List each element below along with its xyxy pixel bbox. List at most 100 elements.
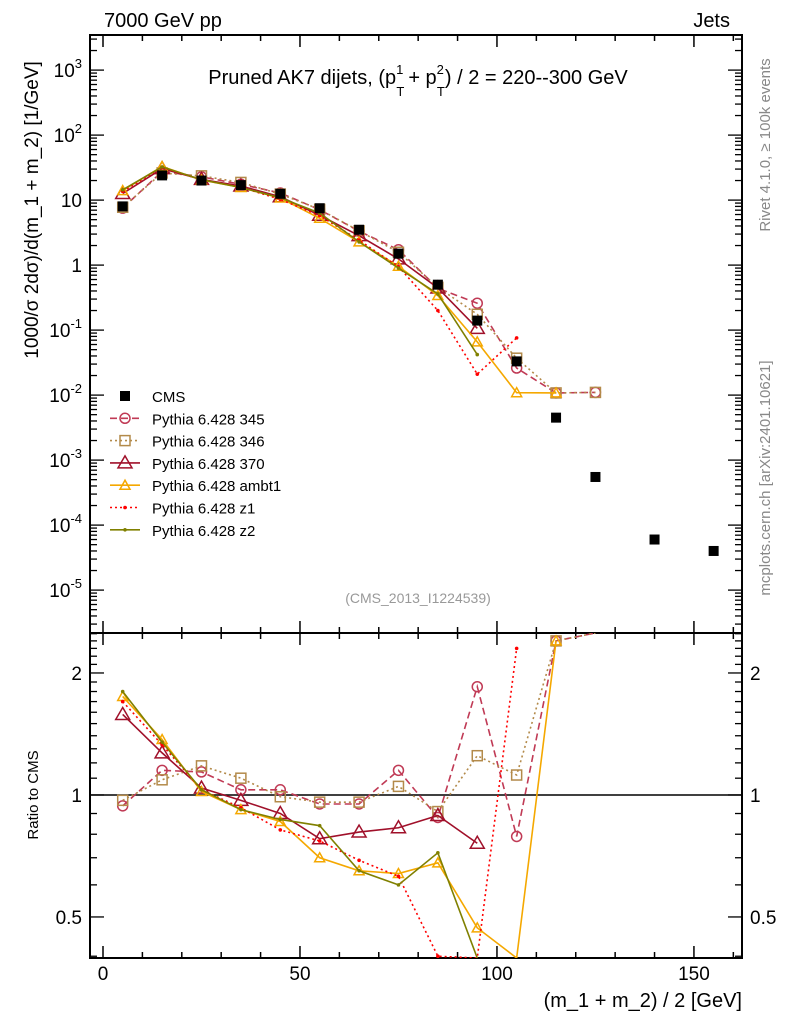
- cms-data-point: [432, 279, 443, 290]
- legend-label: Pythia 6.428 ambt1: [152, 478, 281, 495]
- main-point: [514, 336, 519, 340]
- title-sup2: 2: [437, 62, 444, 77]
- cms-data-point: [314, 203, 325, 214]
- ratio-point: [353, 796, 365, 808]
- ratio-point: [120, 689, 125, 694]
- y-tick-label: 102: [54, 121, 82, 147]
- cms-data-point: [708, 545, 719, 556]
- main-point: [396, 266, 401, 270]
- main-series-line: [122, 167, 478, 329]
- y-tick-label: 10-3: [49, 446, 82, 472]
- ratio-point: [471, 680, 484, 693]
- main-point: [357, 240, 361, 244]
- y-tick-exponent: -2: [70, 381, 82, 396]
- ratio-point: [431, 856, 445, 868]
- ratio-point: [317, 823, 322, 828]
- ratio-point: [396, 883, 401, 887]
- main-point: [436, 308, 440, 313]
- rivet-label: Rivet 4.1.0, ≥ 100k events: [757, 58, 774, 231]
- cms-data-point: [511, 356, 522, 367]
- ratio-series-line: [122, 633, 596, 837]
- legend-marker-cms: [120, 391, 130, 401]
- legend-label: Pythia 6.428 370: [152, 456, 265, 473]
- cms-data-point: [157, 170, 168, 181]
- legend-marker: [123, 528, 127, 532]
- header-left: 7000 GeV pp: [104, 10, 222, 32]
- header-right: Jets: [693, 10, 730, 32]
- ratio-tick-label: 1: [71, 786, 82, 807]
- ratio-point: [313, 851, 326, 863]
- main-point: [431, 289, 445, 301]
- legend-label: Pythia 6.428 z2: [152, 523, 255, 540]
- x-tick-label: 150: [678, 964, 710, 985]
- legend-marker: [118, 478, 132, 490]
- cms-data-point: [649, 534, 660, 545]
- y-tick-exponent: 2: [75, 121, 82, 136]
- ratio-point: [510, 769, 523, 781]
- y-tick-exponent: -1: [70, 316, 82, 331]
- legend-marker: [123, 505, 127, 510]
- main-point: [471, 297, 484, 309]
- main-series-line: [122, 170, 596, 394]
- y-tick-label: 10-4: [49, 511, 82, 537]
- ratio-point: [429, 806, 447, 822]
- legend-label: Pythia 6.428 345: [152, 411, 265, 428]
- main-series-line: [122, 166, 478, 356]
- ratio-point: [470, 921, 484, 933]
- main-point: [116, 184, 129, 196]
- main-point: [313, 211, 326, 224]
- main-point: [549, 386, 563, 398]
- ratio-tick-label: 1: [750, 786, 761, 807]
- title-sub2: T: [437, 84, 445, 99]
- legend-label: CMS: [152, 389, 185, 406]
- chart-title: Pruned AK7 dijets, (p1 T+ p2 T) / 2 = 220-…: [208, 62, 628, 99]
- main-frame: [89, 34, 743, 634]
- cms-data-point: [117, 201, 128, 212]
- main-point: [475, 352, 480, 357]
- ratio-series-line: [122, 691, 479, 958]
- legend-marker: [119, 412, 131, 425]
- ratio-point: [357, 868, 361, 873]
- ratio-series: [114, 633, 596, 958]
- ratio-tick-label: 2: [750, 664, 761, 685]
- cms-data-point: [275, 188, 286, 199]
- title-plus: + p: [408, 67, 436, 89]
- ratio-point: [274, 784, 287, 796]
- ratio-point: [313, 796, 326, 808]
- ratio-point: [396, 874, 401, 879]
- cms-data-point: [393, 248, 404, 259]
- ratio-point: [510, 830, 523, 843]
- ratio-point: [278, 817, 283, 822]
- y-tick-label: 10-1: [49, 316, 82, 342]
- y-axis-label: 1000/σ 2dσ)/d(m_1 + m_2) [1/GeV]: [22, 61, 43, 359]
- ratio-point: [392, 780, 405, 793]
- main-point: [468, 319, 486, 335]
- ratio-y-axis-label: Ratio to CMS: [25, 750, 42, 839]
- ratio-point: [390, 819, 407, 834]
- main-point: [470, 335, 484, 347]
- y-tick-exponent: -4: [70, 511, 82, 526]
- ratio-point: [317, 839, 322, 843]
- cms-data-point: [551, 412, 562, 423]
- ratio-point: [239, 807, 243, 812]
- x-axis-label: (m_1 + m_2) / 2 [GeV]: [544, 990, 742, 1012]
- main-point: [589, 386, 602, 399]
- ratio-point: [549, 634, 563, 646]
- y-tick-exponent: 3: [75, 56, 82, 71]
- y-tick-label: 10-2: [49, 381, 82, 407]
- ratio-point: [153, 744, 171, 759]
- ratio-series-line: [122, 713, 478, 844]
- analysis-label: (CMS_2013_I1224539): [345, 590, 491, 606]
- main-point: [160, 165, 164, 169]
- x-tick-label: 100: [481, 964, 513, 985]
- title-sub1: T: [396, 84, 404, 99]
- cms-data-point: [354, 224, 365, 235]
- cms-data-point: [235, 180, 246, 191]
- cms-data-point: [196, 175, 207, 186]
- x-tick-label: 0: [98, 964, 109, 985]
- ratio-point: [392, 764, 405, 777]
- legend-marker: [116, 454, 134, 469]
- ratio-tick-label: 0.5: [56, 908, 82, 929]
